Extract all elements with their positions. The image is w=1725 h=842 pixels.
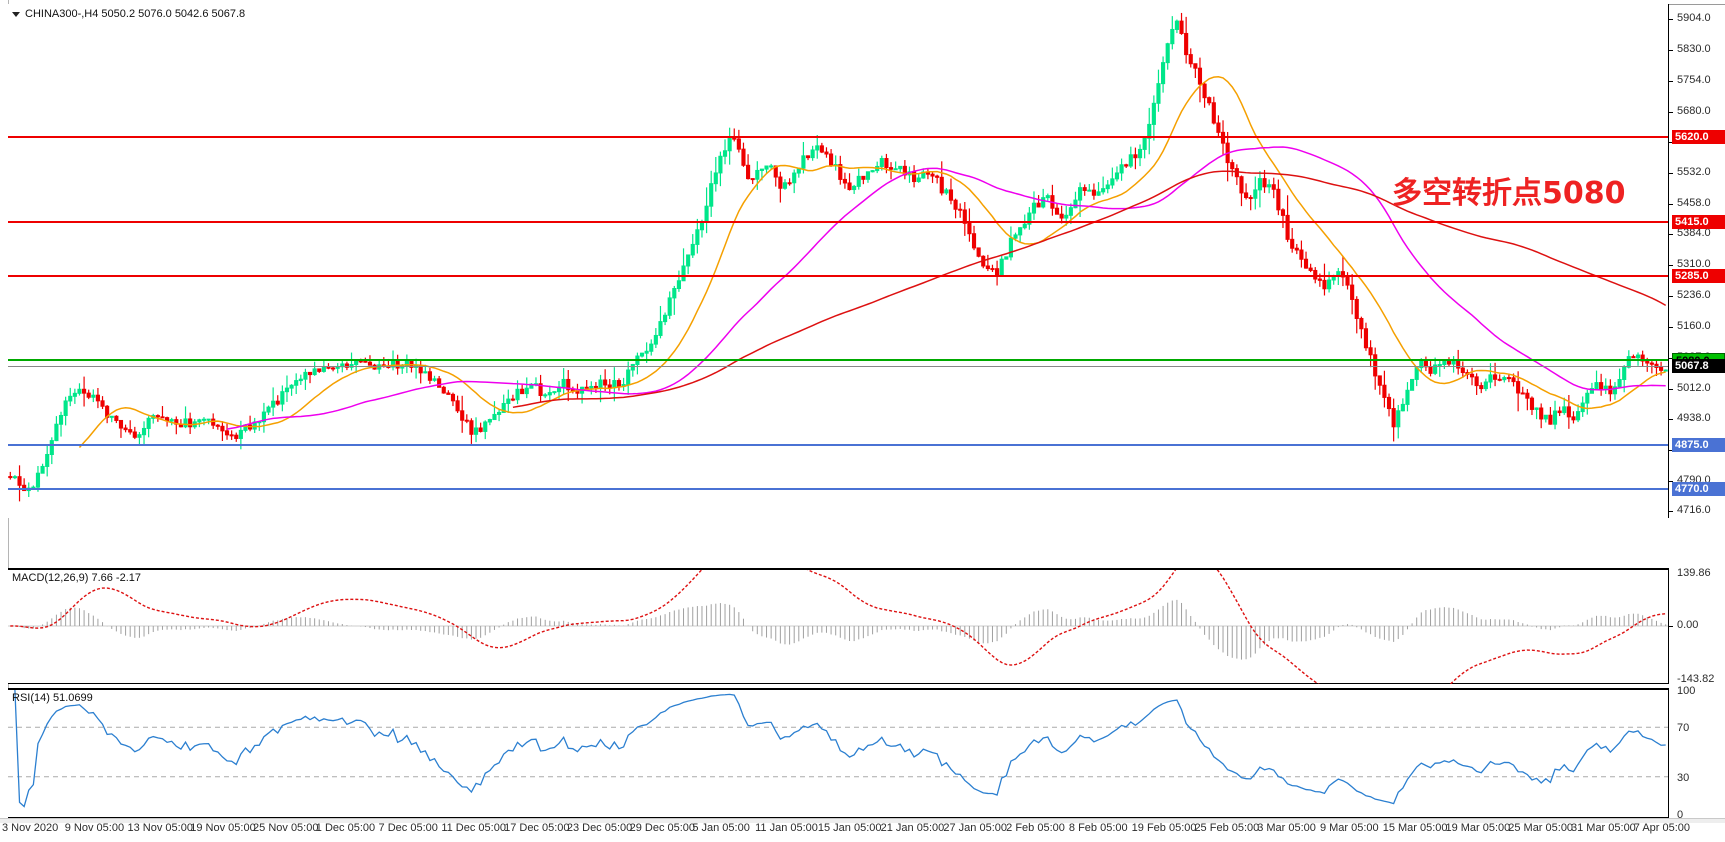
symbol-header: CHINA300-,H4 5050.2 5076.0 5042.6 5067.8 xyxy=(12,8,245,20)
rsi-tick: 70 xyxy=(1677,722,1690,735)
price-tag-current-price[interactable]: 5067.8 xyxy=(1672,358,1725,373)
time-tick: 3 Mar 05:00 xyxy=(1257,822,1316,834)
price-tick-mark xyxy=(1669,450,1673,452)
time-tick: 17 Dec 05:00 xyxy=(504,822,570,834)
price-tick-mark xyxy=(1669,388,1673,390)
price-tick-mark xyxy=(1669,142,1673,144)
horizontal-scrollbar[interactable] xyxy=(0,818,1725,823)
price-panel[interactable] xyxy=(8,4,1669,518)
macd-tick: 0.00 xyxy=(1677,619,1699,631)
symbol-header-text: CHINA300-,H4 5050.2 5076.0 5042.6 5067.8 xyxy=(25,8,246,20)
level-line-resistance-5620[interactable] xyxy=(8,135,1668,138)
time-tick: 9 Nov 05:00 xyxy=(64,822,125,834)
annotation-text: 多空转折点5080 xyxy=(1392,176,1626,211)
price-tick-mark xyxy=(1669,18,1673,20)
time-tick: 1 Dec 05:00 xyxy=(315,822,376,834)
macd-panel[interactable] xyxy=(8,568,1669,684)
price-tick: 5532.0 xyxy=(1677,166,1711,179)
time-tick: 19 Mar 05:00 xyxy=(1445,822,1511,834)
time-tick: 3 Nov 2020 xyxy=(2,822,59,834)
macd-axis-line xyxy=(1668,568,1669,684)
price-tick-mark xyxy=(1669,480,1673,482)
price-tick-mark xyxy=(1669,49,1673,51)
time-tick: 25 Feb 05:00 xyxy=(1194,822,1260,834)
price-tag-support-4875[interactable]: 4875.0 xyxy=(1672,438,1725,453)
price-tick: 5458.0 xyxy=(1677,196,1711,209)
level-line-current-price xyxy=(8,365,1668,367)
time-tick: 21 Jan 05:00 xyxy=(880,822,945,834)
price-tick: 5680.0 xyxy=(1677,104,1711,117)
time-tick: 7 Dec 05:00 xyxy=(378,822,438,834)
rsi-panel[interactable] xyxy=(8,688,1669,818)
price-tick: 5904.0 xyxy=(1677,11,1711,24)
price-tick-mark xyxy=(1669,295,1673,297)
time-tick: 23 Dec 05:00 xyxy=(566,822,633,834)
price-tick-mark xyxy=(1669,173,1673,175)
price-tag-resistance-5415[interactable]: 5415.0 xyxy=(1672,214,1725,229)
price-tick-mark xyxy=(1669,203,1673,205)
price-tick: 5236.0 xyxy=(1677,288,1711,301)
rsi-axis-line xyxy=(1668,688,1669,818)
time-tick: 7 Apr 05:00 xyxy=(1633,822,1691,834)
time-tick: 15 Jan 05:00 xyxy=(817,822,882,834)
level-line-resistance-5285[interactable] xyxy=(8,274,1668,277)
time-tick: 11 Dec 05:00 xyxy=(441,822,506,834)
time-tick: 13 Nov 05:00 xyxy=(127,822,193,834)
time-tick: 19 Nov 05:00 xyxy=(190,822,256,834)
macd-tick: -143.82 xyxy=(1677,672,1715,685)
price-tag-support-4770[interactable]: 4770.0 xyxy=(1672,481,1725,496)
macd-label: MACD(12,26,9) 7.66 -2.17 xyxy=(12,572,142,584)
rsi-label: RSI(14) 51.0699 xyxy=(12,692,93,704)
price-tick-mark xyxy=(1669,511,1673,513)
time-tick: 2 Feb 05:00 xyxy=(1006,822,1065,834)
price-tick: 4938.0 xyxy=(1677,412,1711,425)
time-tick: 31 Mar 05:00 xyxy=(1570,822,1636,834)
time-tick: 19 Feb 05:00 xyxy=(1131,822,1197,834)
level-line-resistance-5415[interactable] xyxy=(8,220,1668,223)
time-tick: 15 Mar 05:00 xyxy=(1382,822,1448,834)
price-chart-canvas xyxy=(8,12,1668,502)
time-axis[interactable]: 3 Nov 2020 9 Nov 05:00 13 Nov 05:00 19 Nov … xyxy=(0,822,1725,842)
price-tick-mark xyxy=(1669,357,1673,359)
rsi-tick: 0 xyxy=(1677,809,1684,821)
price-tick-mark xyxy=(1669,265,1673,267)
time-tick: 8 Feb 05:00 xyxy=(1068,822,1128,834)
time-tick: 25 Nov 05:00 xyxy=(253,822,319,834)
price-tick-mark xyxy=(1669,81,1673,83)
time-tick: 5 Jan 05:00 xyxy=(692,822,750,834)
time-tick: 25 Mar 05:00 xyxy=(1508,822,1574,834)
time-tick: 29 Dec 05:00 xyxy=(629,822,696,834)
price-tag-resistance-5620[interactable]: 5620.0 xyxy=(1672,129,1725,144)
price-axis-line xyxy=(1668,4,1669,518)
price-tick: 4716.0 xyxy=(1677,504,1711,517)
price-tick-mark xyxy=(1669,234,1673,236)
price-tick-mark xyxy=(1669,327,1673,329)
price-tick: 5160.0 xyxy=(1677,320,1711,333)
time-tick: 9 Mar 05:00 xyxy=(1319,822,1379,834)
price-tick-mark xyxy=(1669,419,1673,421)
level-line-support-4770[interactable] xyxy=(8,487,1668,490)
price-tick: 5310.0 xyxy=(1677,258,1711,271)
time-tick: 27 Jan 05:00 xyxy=(943,822,1008,834)
level-line-pivot-5080[interactable] xyxy=(8,359,1668,362)
price-tag-resistance-5285[interactable]: 5285.0 xyxy=(1672,268,1725,283)
chevron-down-icon[interactable] xyxy=(12,11,20,17)
price-tick: 5384.0 xyxy=(1677,227,1711,240)
price-tick: 5830.0 xyxy=(1677,42,1711,55)
macd-tick: 139.86 xyxy=(1677,566,1711,579)
rsi-tick: 30 xyxy=(1677,771,1690,784)
macd-chart-canvas xyxy=(8,570,1668,684)
price-tick: 5012.0 xyxy=(1677,381,1711,394)
price-tick: 5754.0 xyxy=(1677,74,1711,87)
rsi-tick: 100 xyxy=(1677,685,1696,697)
macd-tick-mark xyxy=(1669,626,1673,627)
level-line-support-4875[interactable] xyxy=(8,444,1668,447)
time-tick: 11 Jan 05:00 xyxy=(755,822,818,834)
price-tick-mark xyxy=(1669,111,1673,113)
rsi-chart-canvas xyxy=(8,690,1668,808)
